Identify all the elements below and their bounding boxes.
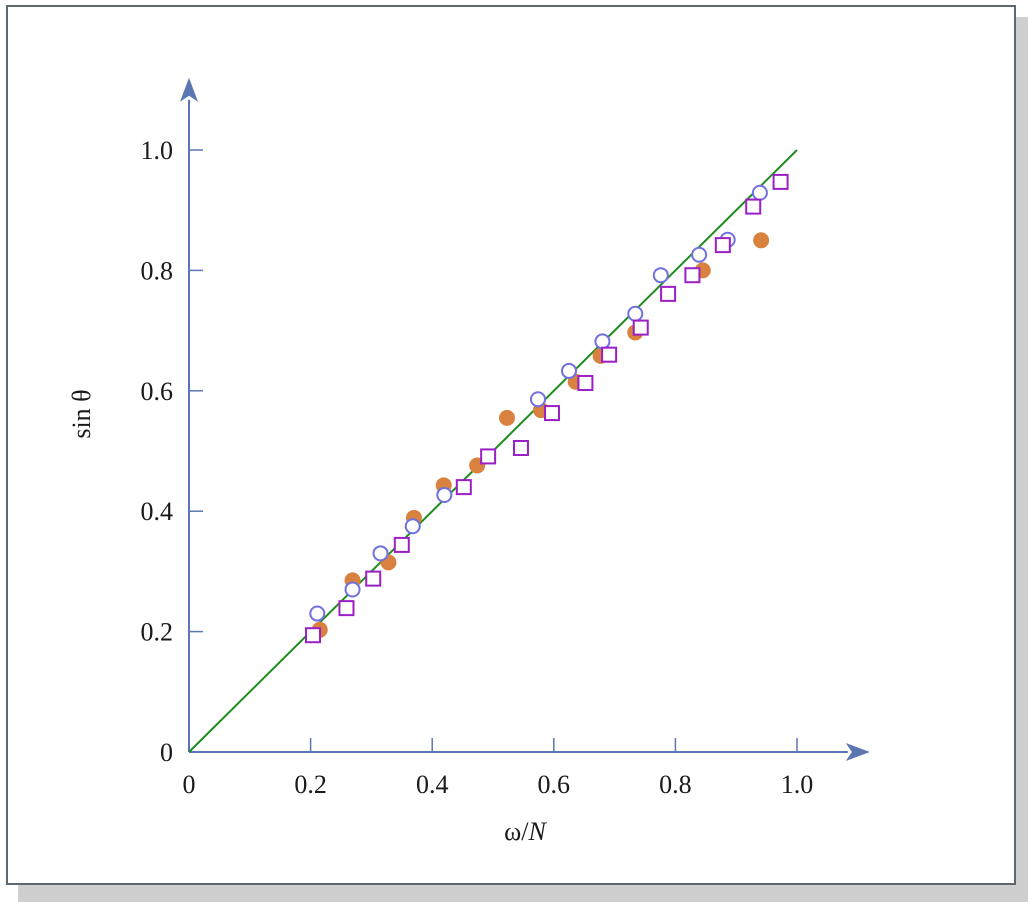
open-circle-marker	[309, 605, 326, 622]
tick-marks	[189, 149, 798, 752]
x-tick-label: 0	[183, 770, 196, 799]
open-circle-marker	[594, 333, 611, 350]
y-tick-label: 0.8	[141, 256, 174, 285]
open-circle-marker	[529, 391, 546, 408]
open-square-marker	[577, 374, 594, 391]
y-tick-label: 0.2	[141, 618, 174, 647]
open-square-marker	[745, 198, 762, 215]
open-square-marker	[305, 627, 322, 644]
x-axis-arrow	[845, 743, 870, 761]
filled-circle-marker	[498, 409, 515, 426]
x-tick-label: 0.4	[416, 770, 449, 799]
open-circle-marker	[652, 267, 669, 284]
filled-circle-marker	[753, 232, 770, 249]
y-axis-label: sin θ	[67, 389, 96, 438]
open-circle-marker	[627, 305, 644, 322]
y-tick-label: 0.4	[141, 497, 174, 526]
x-axis-label: ω/N	[504, 817, 547, 846]
y-tick-label: 0	[160, 738, 173, 767]
tick-labels: 0 0.2 0.4 0.6 0.8 1.0 0 0.2 0.4 0.6 0.8 1.0	[141, 136, 814, 799]
open-circle-marker	[561, 362, 577, 379]
open-square-marker	[772, 173, 789, 190]
x-tick-label: 0.8	[659, 770, 692, 799]
y-tick-label: 1.0	[141, 136, 174, 165]
scatter-chart: 0 0.2 0.4 0.6 0.8 1.0 0 0.2 0.4 0.6 0.8 1.0 ω/N sin…	[67, 77, 870, 846]
y-axis-arrow	[180, 77, 198, 102]
open-circle-marker	[344, 581, 361, 598]
open-square-marker	[543, 405, 560, 422]
open-square-marker	[455, 479, 472, 496]
open-circle-marker	[372, 545, 389, 562]
chart-frame: 0 0.2 0.4 0.6 0.8 1.0 0 0.2 0.4 0.6 0.8 1.0 ω/N sin…	[6, 5, 1016, 885]
open-square-marker	[512, 439, 529, 456]
open-circle-marker	[436, 486, 453, 503]
x-tick-label: 0.6	[538, 770, 571, 799]
open-circle-marker	[404, 518, 421, 535]
open-square-marker	[684, 267, 701, 284]
open-square-marker	[365, 570, 382, 587]
open-square-marker	[660, 285, 677, 302]
open-square-marker	[338, 600, 355, 617]
x-tick-label: 0.2	[294, 770, 327, 799]
x-tick-label: 1.0	[781, 770, 814, 799]
open-circle-marker	[751, 184, 768, 201]
open-square-marker	[393, 536, 410, 553]
open-square-marker	[601, 346, 618, 363]
open-square-marker	[632, 319, 649, 336]
x-axis-label-italic: N	[528, 817, 548, 846]
open-square-marker	[480, 448, 497, 465]
data-markers	[305, 173, 789, 644]
y-tick-label: 0.6	[141, 377, 174, 406]
open-circle-marker	[691, 246, 708, 263]
open-square-marker	[714, 237, 731, 254]
axes	[180, 77, 870, 761]
x-axis-label-text: ω/	[504, 817, 529, 846]
